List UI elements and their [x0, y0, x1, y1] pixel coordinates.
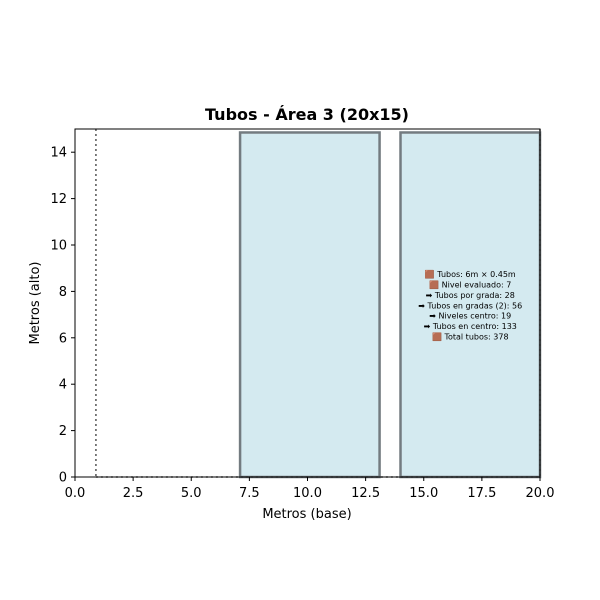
y-tick-label: 4: [59, 378, 67, 393]
annotation-line: 🟫 Nivel evaluado: 7: [429, 280, 511, 290]
y-axis-label: Metros (alto): [28, 261, 43, 344]
chart-title: Tubos - Área 3 (20x15): [205, 105, 409, 124]
y-tick-label: 8: [59, 285, 67, 300]
y-tick-label: 6: [59, 331, 67, 346]
x-tick-label: 2.5: [123, 486, 144, 501]
annotation-line: 🟫 Tubos: 6m × 0.45m: [425, 269, 516, 279]
x-tick-label: 7.5: [239, 486, 260, 501]
x-tick-label: 12.5: [351, 486, 380, 501]
annotation-line: ➡ Tubos en centro: 133: [424, 322, 517, 331]
x-tick-label: 5.0: [181, 486, 202, 501]
y-tick-label: 2: [59, 424, 67, 439]
annotation-line: ➡ Tubos en gradas (2): 56: [418, 301, 522, 310]
x-tick-label: 15.0: [409, 486, 438, 501]
tube-block-2: [399, 131, 542, 479]
x-tick-label: 17.5: [467, 486, 496, 501]
tube-block-1: [238, 131, 381, 479]
x-tick-label: 20.0: [526, 486, 555, 501]
x-tick-label: 0.0: [65, 486, 86, 501]
plot-area: 0.0 2.5 5.0 7.5 10.0 12.5 15.0 17.5 20.0 0 2 4 6 8 10 1…: [50, 128, 555, 501]
x-tick-label: 10.0: [293, 486, 322, 501]
annotation-line: 🟫 Total tubos: 378: [432, 332, 509, 342]
annotation-line: ➡ Tubos por grada: 28: [426, 291, 515, 300]
y-tick-label: 14: [50, 146, 67, 161]
annotation-line: ➡ Niveles centro: 19: [429, 312, 511, 321]
y-tick-label: 10: [50, 239, 67, 254]
y-tick-label: 12: [50, 192, 67, 207]
x-axis-label: Metros (base): [262, 507, 351, 522]
y-tick-label: 0: [59, 471, 67, 486]
